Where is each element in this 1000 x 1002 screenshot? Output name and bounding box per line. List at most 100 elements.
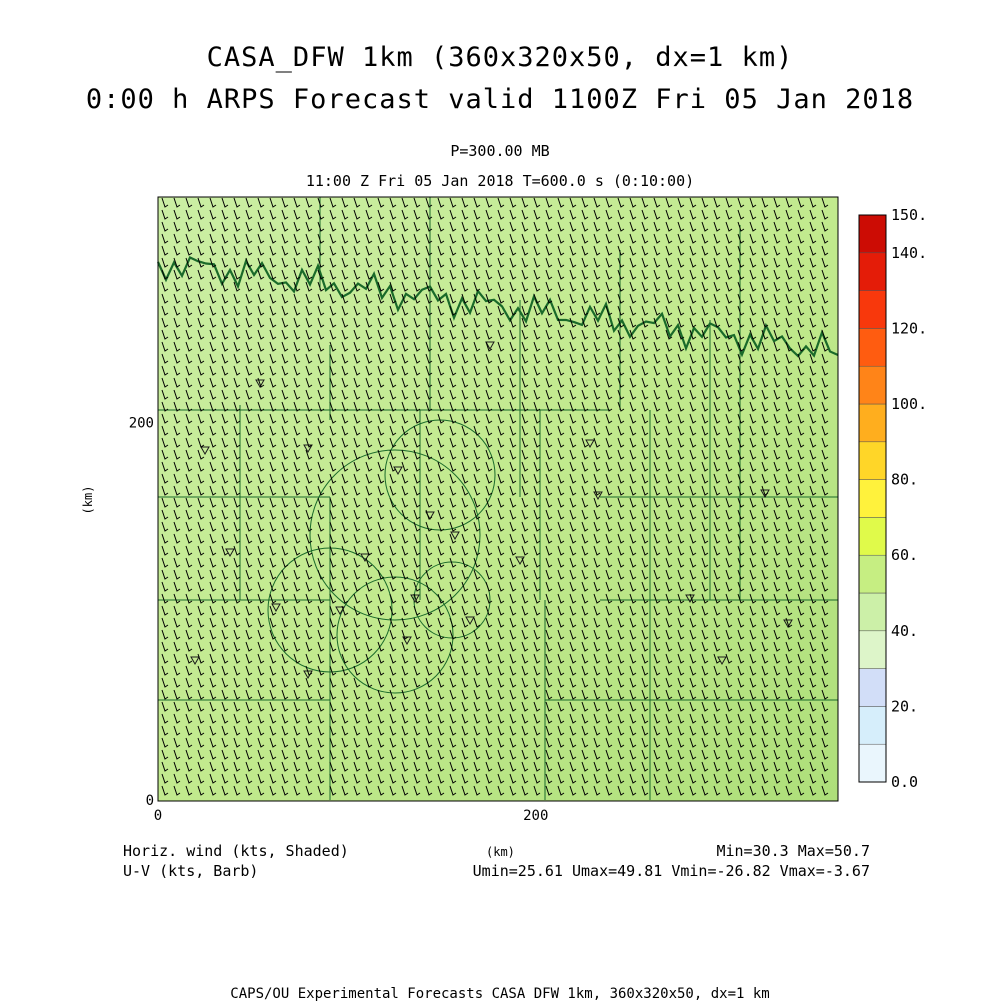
wind-barb (353, 689, 361, 700)
wind-barb (569, 245, 577, 256)
wind-barb (257, 269, 265, 280)
wind-barb (173, 509, 181, 520)
wind-barb (245, 485, 253, 496)
wind-barb (461, 341, 469, 352)
wind-barb (809, 773, 817, 784)
wind-barb (797, 401, 805, 412)
wind-barb (533, 629, 541, 640)
wind-barb (209, 437, 217, 448)
wind-barb (521, 269, 529, 280)
wind-barb (677, 305, 685, 316)
wind-barb (221, 521, 229, 532)
wind-barb (701, 485, 709, 496)
wind-barb (797, 485, 805, 496)
wind-barb (377, 641, 385, 652)
wind-barb (317, 413, 325, 424)
wind-barb (677, 425, 685, 436)
wind-barb (581, 677, 589, 688)
wind-barb (677, 773, 685, 784)
wind-barb (737, 221, 745, 232)
wind-barb (281, 617, 289, 628)
wind-barb (581, 497, 589, 508)
colorbar-bin (858, 517, 887, 556)
wind-barb (317, 605, 325, 616)
wind-barb (737, 389, 745, 400)
wind-barb (329, 449, 337, 460)
wind-barb (197, 485, 205, 496)
wind-barb (209, 257, 217, 268)
wind-barb (245, 593, 253, 604)
wind-barb (701, 677, 709, 688)
wind-barb (233, 317, 241, 328)
wind-barb (521, 665, 529, 676)
wind-barb (473, 293, 481, 304)
wind-barb (821, 281, 829, 292)
wind-barb (665, 413, 673, 424)
wind-barb (761, 737, 769, 748)
wind-barb (665, 713, 673, 724)
wind-barb (233, 305, 241, 316)
wind-barb (437, 401, 445, 412)
wind-barb (365, 665, 373, 676)
wind-barb (365, 317, 373, 328)
wind-barb (593, 749, 601, 760)
wind-barb (197, 593, 205, 604)
wind-barb (557, 521, 565, 532)
wind-barb (353, 773, 361, 784)
wind-barb (737, 629, 745, 640)
wind-barb (173, 653, 181, 664)
wind-barb (389, 281, 397, 292)
wind-barb (701, 605, 709, 616)
wind-barb (773, 521, 781, 532)
wind-barb (161, 401, 169, 412)
wind-barb (701, 425, 709, 436)
wind-barb (593, 245, 601, 256)
wind-barb (341, 281, 349, 292)
wind-barb (737, 485, 745, 496)
wind-barb (701, 617, 709, 628)
wind-barb (533, 269, 541, 280)
wind-barb (377, 665, 385, 676)
wind-barb (173, 257, 181, 268)
wind-barb (269, 521, 277, 532)
wind-barb (701, 581, 709, 592)
wind-barb (425, 677, 433, 688)
wind-barb (809, 305, 817, 316)
wind-barb (713, 533, 721, 544)
wind-barb (677, 497, 685, 508)
wind-barb (485, 725, 493, 736)
wind-barb (785, 617, 793, 628)
wind-barb (461, 473, 469, 484)
wind-barb (665, 197, 673, 208)
wind-barb (413, 197, 421, 208)
wind-barb (545, 329, 553, 340)
wind-barb (509, 317, 517, 328)
wind-barb (521, 365, 529, 376)
wind-barb (317, 305, 325, 316)
wind-barb (389, 449, 397, 460)
wind-barb (773, 725, 781, 736)
wind-barb (209, 245, 217, 256)
wind-barb (533, 545, 541, 556)
wind-barb (545, 653, 553, 664)
wind-barb (665, 317, 673, 328)
wind-barb (533, 617, 541, 628)
wind-barb (305, 569, 313, 580)
wind-barb (305, 233, 313, 244)
wind-barb (557, 545, 565, 556)
wind-barb (521, 377, 529, 388)
wind-barb (641, 401, 649, 412)
wind-barb (329, 377, 337, 388)
wind-barb (653, 377, 661, 388)
wind-barb (485, 473, 493, 484)
wind-barb (353, 713, 361, 724)
wind-barb (245, 509, 253, 520)
wind-barb (173, 689, 181, 700)
wind-barb (377, 437, 385, 448)
wind-barb (521, 449, 529, 460)
wind-barb (773, 209, 781, 220)
wind-barb (377, 425, 385, 436)
wind-barb (401, 341, 409, 352)
wind-barb (509, 449, 517, 460)
wind-barb (185, 629, 193, 640)
